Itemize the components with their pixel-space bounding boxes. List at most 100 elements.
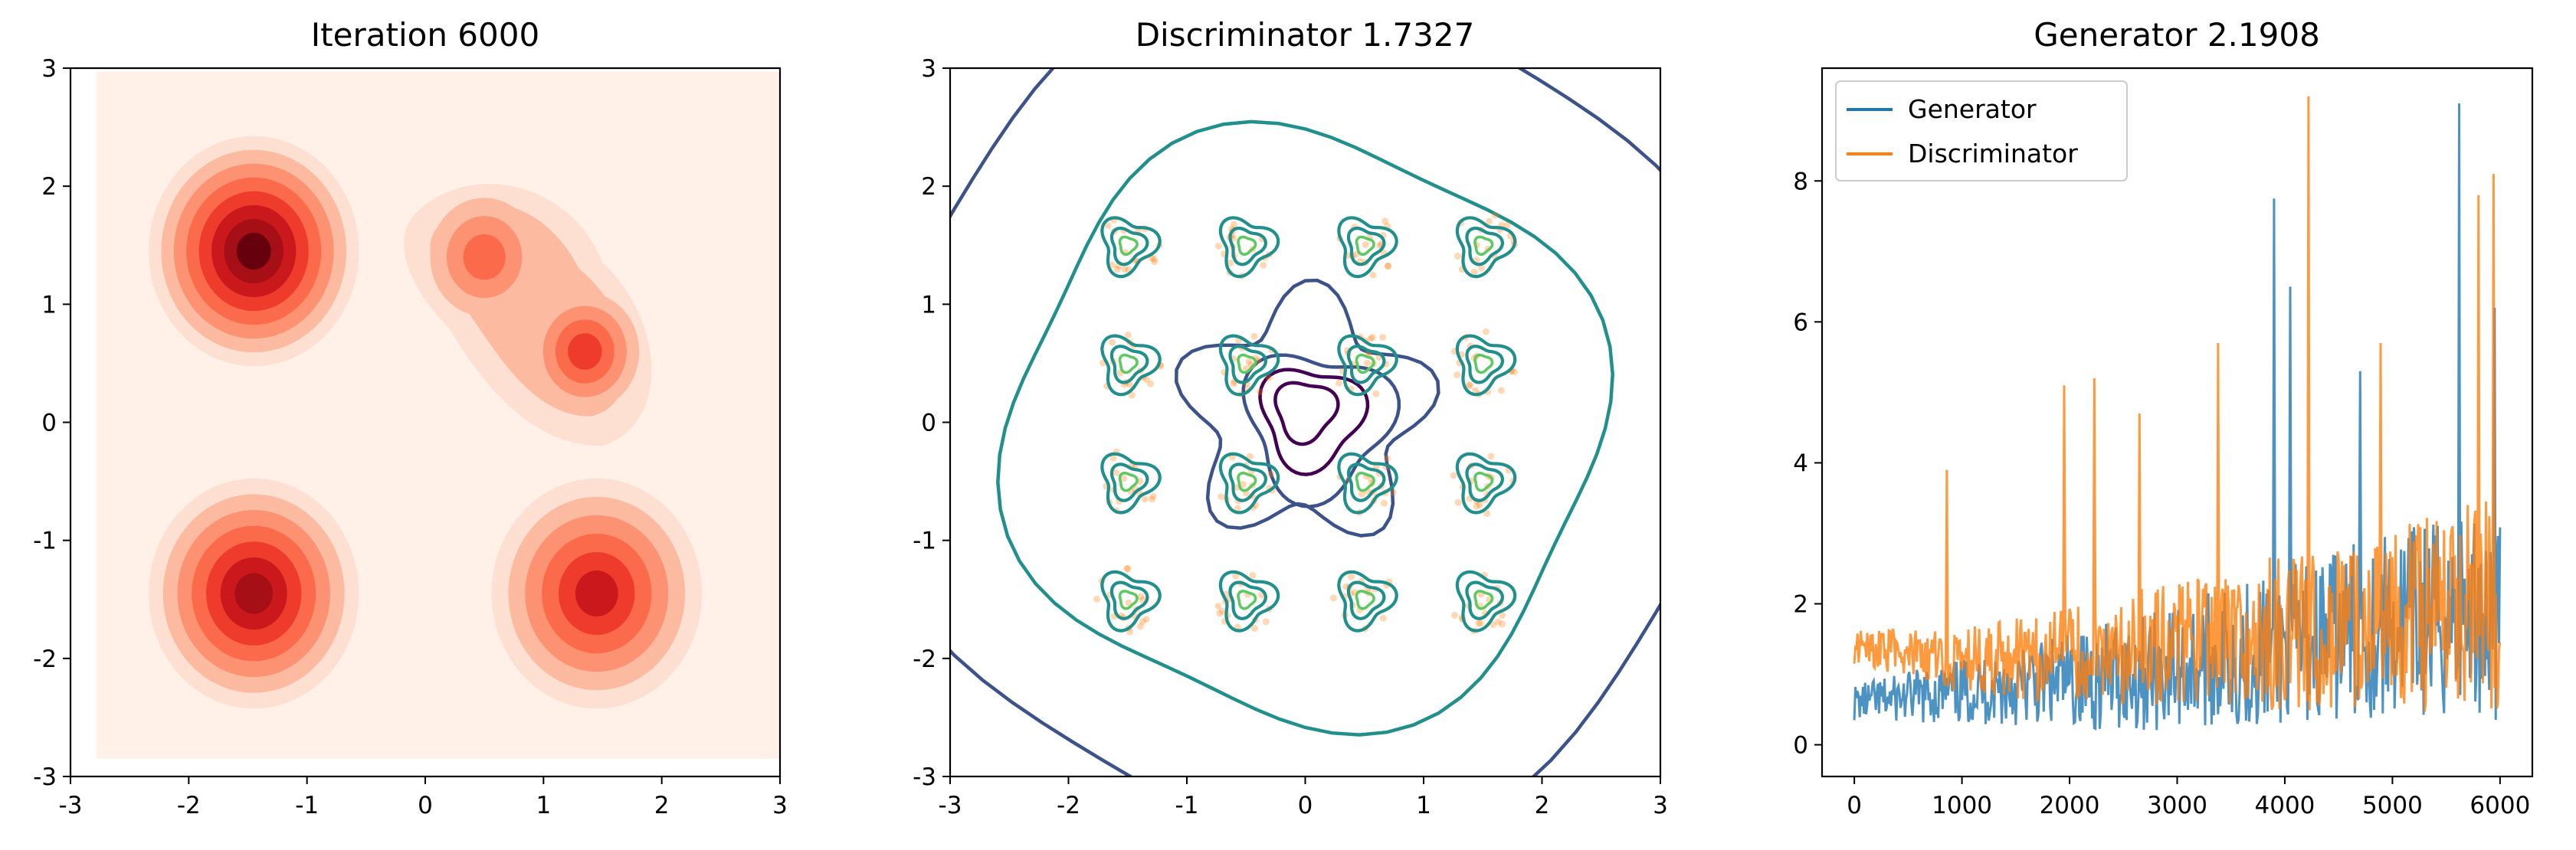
contour-mode-ring xyxy=(1473,353,1494,374)
generated-sample-point xyxy=(1384,262,1391,270)
discriminator-title: Discriminator 1.7327 xyxy=(1136,16,1475,54)
generated-sample-point xyxy=(1490,621,1497,629)
generated-sample-point xyxy=(1362,240,1369,248)
generated-sample-point xyxy=(1260,261,1267,269)
generated-sample-point xyxy=(1476,620,1484,627)
contour-mode-ring xyxy=(1355,590,1375,610)
legend-box xyxy=(1835,80,2128,181)
y-tick-label: 2 xyxy=(921,173,936,201)
contour-mode-ring xyxy=(1118,353,1139,374)
generated-sample-point xyxy=(1250,332,1258,340)
generated-sample-point xyxy=(1113,469,1120,476)
generated-sample-point xyxy=(1113,266,1121,273)
generated-sample-point xyxy=(1487,453,1495,460)
contour-mode-ring xyxy=(1465,580,1505,620)
contour-mode-ring xyxy=(1455,334,1517,397)
contour-level xyxy=(1175,278,1440,538)
generated-sample-point xyxy=(1230,380,1237,387)
generated-sample-point xyxy=(1262,618,1270,626)
discriminator-panel: Discriminator 1.7327 -3 -2 -1 0 1 2 3 -3 -2 -1 0 1 2… xyxy=(913,16,1668,819)
contour-mode-ring xyxy=(1118,235,1139,257)
generated-sample-point xyxy=(1348,573,1355,580)
x-tick-label: 3 xyxy=(1653,792,1668,819)
generated-sample-point xyxy=(1454,499,1462,506)
contour-level-center xyxy=(1273,381,1340,446)
generated-sample-point xyxy=(1499,612,1506,620)
generated-sample-point xyxy=(1124,332,1132,339)
generated-sample-point xyxy=(1120,475,1128,482)
contour-mode-ring xyxy=(1237,471,1257,492)
x-tick-label: -3 xyxy=(59,792,83,819)
contour-mode-ring xyxy=(1355,353,1375,374)
generated-sample-point xyxy=(1148,495,1155,503)
contour-mode-ring xyxy=(1465,345,1505,384)
x-tick-label: 2000 xyxy=(2040,792,2100,819)
generated-sample-point xyxy=(1267,470,1275,478)
contour-mode-ring xyxy=(1237,235,1257,257)
contour-level-center xyxy=(1258,368,1370,476)
generated-sample-point xyxy=(1246,453,1254,460)
x-tick-label: 0 xyxy=(1298,792,1313,819)
contour-mode-ring xyxy=(1228,345,1268,384)
generated-sample-point xyxy=(1104,221,1112,229)
generated-sample-point xyxy=(1231,221,1238,228)
x-tick-label: 1 xyxy=(1416,792,1431,819)
discriminator-loss-line xyxy=(1853,96,2502,712)
generated-sample-point xyxy=(1385,262,1392,270)
generated-sample-point xyxy=(1450,472,1457,479)
contour-mode-ring xyxy=(1237,590,1257,610)
generated-sample-point xyxy=(1383,455,1391,463)
contour-mode-ring xyxy=(1337,452,1398,515)
density-contour-ring xyxy=(575,570,618,617)
x-tick-label: 1 xyxy=(536,792,551,819)
generated-sample-point xyxy=(1139,618,1147,626)
generated-sample-point xyxy=(1478,264,1486,272)
generated-sample-point xyxy=(1470,268,1478,276)
x-tick-label: -2 xyxy=(177,792,201,819)
contour-mode-ring xyxy=(1228,580,1268,620)
contour-mode-ring xyxy=(1218,570,1280,633)
y-tick-label: 4 xyxy=(1793,450,1808,477)
x-tick-label: -2 xyxy=(1057,792,1080,819)
generated-sample-point xyxy=(1482,328,1490,335)
y-tick-label: 3 xyxy=(41,55,57,83)
contour-mode-ring xyxy=(1218,334,1280,397)
generated-sample-point xyxy=(1250,624,1258,632)
generated-sample-point xyxy=(1245,358,1253,365)
generated-sample-point xyxy=(1147,380,1155,387)
contour-mode-ring xyxy=(1118,590,1139,610)
contour-mode-ring xyxy=(1218,452,1280,515)
y-tick-label: 0 xyxy=(41,410,57,437)
loss-title: Generator 2.1908 xyxy=(2034,16,2320,54)
y-tick-label: -2 xyxy=(913,646,936,673)
generated-sample-point xyxy=(1093,595,1100,603)
generated-sample-point xyxy=(1486,217,1493,225)
generated-sample-point xyxy=(1249,572,1257,580)
generated-sample-point xyxy=(1121,265,1129,273)
contour-mode-ring xyxy=(1237,353,1257,374)
generated-sample-point xyxy=(1483,510,1491,518)
generated-sample-point xyxy=(1380,499,1388,507)
x-tick-label: 6000 xyxy=(2469,792,2530,819)
generated-sample-point xyxy=(1499,620,1506,628)
generated-sample-point xyxy=(1141,495,1149,503)
x-tick-label: 3 xyxy=(772,792,788,819)
y-tick-label: 2 xyxy=(1793,591,1808,619)
x-tick-label: -1 xyxy=(295,792,319,819)
generated-sample-point xyxy=(1503,221,1511,229)
y-tick-label: 6 xyxy=(1793,309,1808,336)
y-tick-label: 1 xyxy=(41,291,57,319)
x-tick-label: 2 xyxy=(1535,792,1550,819)
y-tick-label: -1 xyxy=(913,528,936,555)
generated-sample-point xyxy=(1239,480,1247,488)
contour-mode-ring xyxy=(1465,227,1505,266)
contour-mode-ring xyxy=(1100,216,1162,279)
legend-discriminator-label: Discriminator xyxy=(1908,139,2078,168)
generated-sample-point xyxy=(1123,564,1131,572)
contour-mode-ring xyxy=(1346,227,1386,266)
density-title: Iteration 6000 xyxy=(311,16,539,54)
loss-panel: Generator 2.1908 0 1000 2000 3000 4000 5000 60… xyxy=(1793,16,2534,819)
contour-mode-ring xyxy=(1346,463,1386,502)
generated-sample-point xyxy=(1466,381,1473,388)
